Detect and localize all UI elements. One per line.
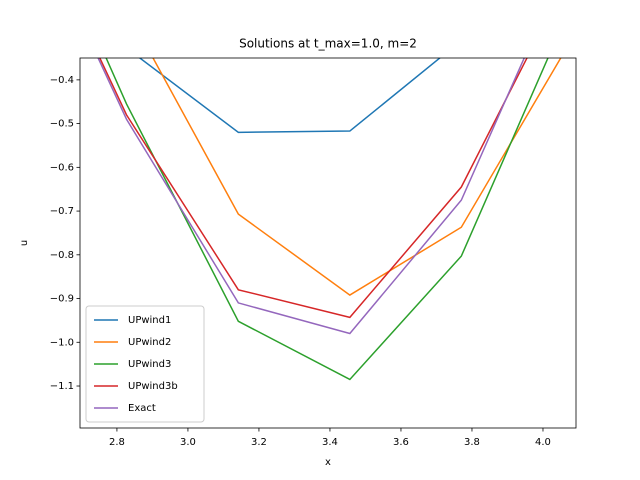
y-tick-label: −0.9 <box>50 294 74 305</box>
legend-label: Exact <box>128 403 156 414</box>
x-tick-label: 3.8 <box>464 437 480 448</box>
series-line <box>98 58 528 319</box>
x-tick-label: 2.8 <box>109 437 125 448</box>
series-line <box>97 58 526 335</box>
series-line <box>105 58 549 381</box>
plot-lines <box>97 58 562 381</box>
legend-label: UPwind3 <box>128 359 171 370</box>
legend-label: UPwind1 <box>128 315 171 326</box>
legend-box <box>85 305 205 423</box>
x-tick-label: 3.2 <box>251 437 267 448</box>
x-tick-label: 3.4 <box>322 437 338 448</box>
x-axis-label: x <box>325 457 331 468</box>
y-tick-label: −0.5 <box>50 119 74 130</box>
y-tick-label: −0.4 <box>50 75 74 86</box>
y-tick-label: −0.8 <box>50 250 74 261</box>
x-tick-label: 4.0 <box>535 437 551 448</box>
y-axis-label: u <box>19 240 30 246</box>
series-line <box>138 58 441 134</box>
legend-label: UPwind3b <box>128 381 178 392</box>
y-tick-label: −1.0 <box>50 337 74 348</box>
x-tick-label: 3.0 <box>180 437 196 448</box>
series-line <box>152 58 562 296</box>
legend-label: UPwind2 <box>128 337 171 348</box>
y-tick-label: −1.1 <box>50 381 74 392</box>
chart-title: Solutions at t_max=1.0, m=2 <box>239 37 417 51</box>
y-tick-label: −0.7 <box>50 206 74 217</box>
x-tick-label: 3.6 <box>393 437 409 448</box>
y-tick-label: −0.6 <box>50 162 74 173</box>
plot-frame <box>79 57 577 429</box>
